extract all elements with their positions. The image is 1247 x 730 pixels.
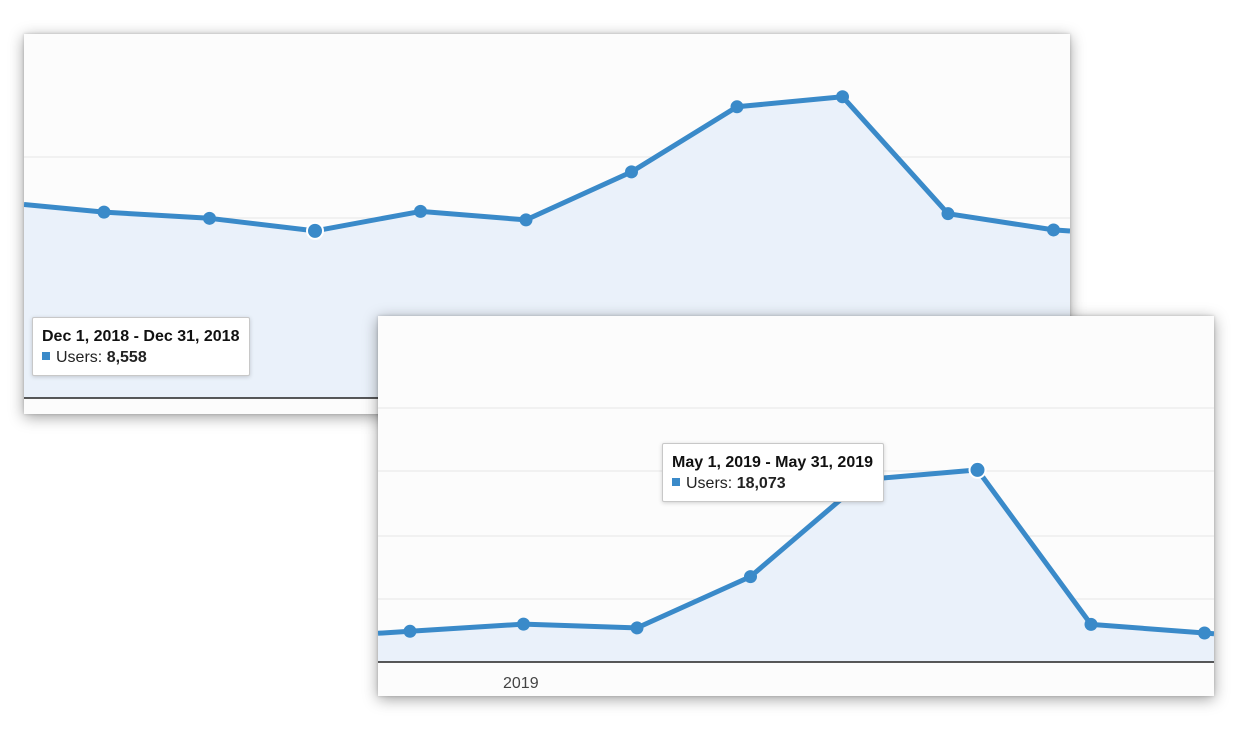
tooltip-metric-value: 8,558 — [106, 349, 147, 366]
data-point — [730, 100, 744, 114]
data-point — [403, 624, 417, 638]
series-color-swatch — [42, 352, 50, 360]
data-point — [519, 213, 533, 227]
chart-tooltip: May 1, 2019 - May 31, 2019 Users: 18,073 — [662, 443, 885, 502]
tooltip-metric-label: Users: — [686, 475, 733, 492]
series-color-swatch — [672, 478, 680, 486]
tooltip-date-range: May 1, 2019 - May 31, 2019 — [672, 454, 874, 471]
chart-tooltip: Dec 1, 2018 - Dec 31, 2018 Users: 8,558 — [32, 317, 251, 376]
data-point — [1047, 223, 1060, 237]
x-axis-tick-label: 2019 — [503, 675, 539, 692]
data-point — [1084, 617, 1098, 631]
data-point — [203, 211, 216, 225]
tooltip-metric-row: Users: 8,558 — [42, 347, 239, 368]
data-point — [517, 617, 530, 631]
tooltip-metric-row: Users: 18,073 — [672, 473, 873, 494]
tooltip-date-range: Dec 1, 2018 - Dec 31, 2018 — [42, 328, 240, 345]
series-area — [378, 469, 1214, 662]
data-point — [1198, 626, 1211, 640]
data-point — [941, 207, 955, 221]
data-point-highlighted — [306, 221, 324, 240]
data-point-highlighted — [968, 460, 987, 479]
data-point — [836, 90, 849, 104]
series-line — [378, 467, 1214, 637]
data-point — [414, 204, 427, 218]
series-line — [24, 94, 1070, 234]
data-point — [97, 205, 111, 219]
tooltip-metric-label: Users: — [56, 349, 103, 366]
tooltip-metric-value: 18,073 — [736, 475, 786, 492]
users-chart-2019: 2019 May 1, 2019 - May 31, 2019 Users: 1… — [378, 316, 1214, 696]
data-point — [625, 165, 638, 179]
data-point — [630, 621, 644, 635]
data-point — [744, 570, 757, 584]
chart-plot-area — [378, 407, 1214, 663]
